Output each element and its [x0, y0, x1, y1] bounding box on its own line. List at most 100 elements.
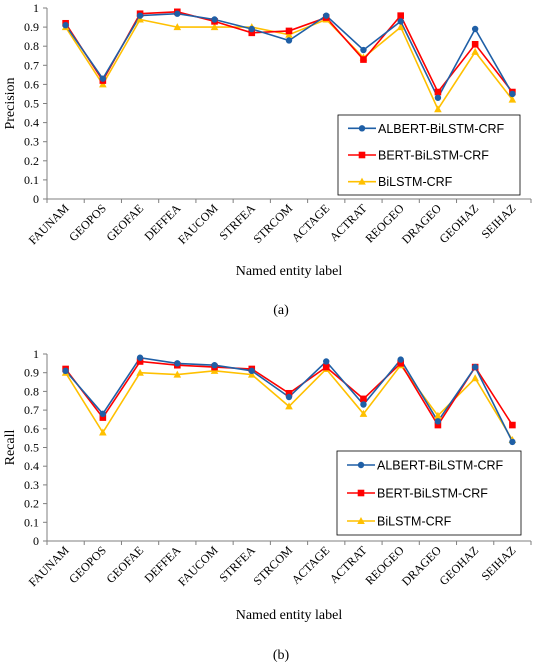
x-tick-label: SEIHAZ [478, 543, 518, 583]
data-point [397, 356, 404, 363]
legend-marker [358, 177, 366, 185]
legend-label: ALBERT-BiLSTM-CRF [377, 459, 504, 473]
data-point [248, 367, 255, 375]
y-tick-label: 0.1 [24, 515, 39, 529]
legend-label: ALBERT-BiLSTM-CRF [378, 122, 505, 136]
legend-marker [358, 125, 366, 132]
data-point [397, 360, 404, 367]
data-point [509, 438, 516, 446]
data-point [509, 90, 516, 98]
data-point [285, 389, 293, 397]
data-point [211, 16, 218, 23]
y-tick-label: 0 [33, 192, 39, 206]
x-tick-label: GEOPOS [66, 543, 109, 586]
legend-marker [358, 151, 366, 159]
data-point [434, 421, 442, 429]
x-tick-label: GEOFAE [103, 201, 146, 244]
legend-marker [357, 517, 365, 524]
x-tick-label: GEOHAZ [436, 543, 481, 588]
data-point [323, 358, 330, 365]
x-tick-label: SEIHAZ [478, 201, 518, 241]
data-point [99, 414, 107, 421]
series-line [64, 10, 514, 94]
y-tick-label: 0.7 [24, 58, 39, 72]
panel-caption: (a) [273, 303, 289, 318]
data-point [434, 105, 442, 113]
data-point [285, 402, 293, 410]
y-axis-title: Precision [3, 77, 18, 129]
legend-label: BERT-BiLSTM-CRF [378, 149, 489, 163]
data-point [136, 15, 144, 23]
data-point [360, 395, 367, 403]
y-tick-label: 0 [33, 534, 39, 548]
data-point [99, 75, 107, 82]
y-tick-label: 0.9 [24, 20, 39, 34]
data-point [508, 95, 517, 103]
data-point [285, 393, 293, 401]
data-point [62, 21, 69, 29]
precision-chart-panel: 0 0.1 0.2 0.3 0.4 0.5 0.6 0.7 0.8 0.9 1 FAUNAMGEOPO… [3, 1, 532, 318]
data-point [434, 411, 442, 419]
data-point [99, 428, 107, 436]
x-tick-label: ACTAGE [289, 201, 333, 245]
data-point [62, 367, 69, 375]
data-point [247, 370, 256, 378]
x-tick-label: STRCOM [250, 201, 295, 246]
data-point [323, 12, 330, 19]
data-point [248, 29, 256, 37]
data-point [285, 27, 293, 35]
data-point [396, 23, 405, 31]
data-point [173, 23, 182, 31]
y-tick-label: 1 [33, 1, 39, 15]
data-point [434, 88, 442, 96]
data-point [397, 18, 404, 25]
data-point [136, 358, 144, 365]
legend-label: BiLSTM-CRF [378, 175, 453, 189]
data-point [471, 363, 479, 371]
data-point [136, 368, 144, 376]
y-tick-label: 0.3 [24, 478, 39, 492]
legend-label: BiLSTM-CRF [377, 515, 452, 529]
data-point [136, 354, 144, 361]
data-point [174, 10, 181, 17]
data-point [471, 374, 479, 382]
data-point [360, 401, 367, 408]
x-tick-label: FAUCOM [175, 543, 221, 589]
legend-marker [357, 489, 365, 497]
data-point [397, 12, 404, 19]
data-point [360, 56, 367, 63]
legend-label: BERT-BiLSTM-CRF [377, 487, 488, 501]
y-tick-label: 0.6 [24, 422, 39, 436]
y-tick-label: 0.4 [24, 459, 39, 473]
x-tick-label: STRCOM [250, 543, 295, 588]
data-point [471, 25, 479, 33]
x-tick-label: GEOFAE [103, 543, 146, 586]
data-point [322, 363, 330, 371]
y-tick-label: 0.8 [24, 39, 39, 53]
data-point [471, 40, 479, 48]
data-point [99, 80, 107, 88]
data-point [210, 23, 219, 31]
x-tick-label: FAUCOM [175, 201, 221, 247]
legend-marker [357, 461, 365, 469]
data-point [285, 30, 293, 38]
x-tick-label: FAUNAM [26, 543, 72, 589]
y-tick-label: 0.2 [24, 154, 39, 168]
y-tick-label: 0.8 [24, 384, 39, 398]
data-point [434, 418, 442, 425]
panel-caption: (b) [273, 648, 290, 663]
y-tick-label: 1 [33, 347, 39, 361]
data-point [360, 46, 367, 54]
x-tick-label: DRAGEO [399, 201, 444, 246]
data-point [285, 37, 293, 44]
data-point [99, 410, 107, 418]
y-axis-title: Recall [3, 430, 18, 466]
x-tick-label: GEOPOS [66, 201, 109, 244]
recall-chart-panel: 0 0.1 0.2 0.3 0.4 0.5 0.6 0.7 0.8 0.9 1 FAUNAMGEOPO… [3, 347, 532, 663]
y-tick-label: 0.3 [24, 135, 39, 149]
y-tick-label: 0.6 [24, 77, 39, 91]
x-axis-title: Named entity label [236, 608, 343, 623]
data-point [509, 421, 516, 429]
data-point [434, 94, 442, 101]
